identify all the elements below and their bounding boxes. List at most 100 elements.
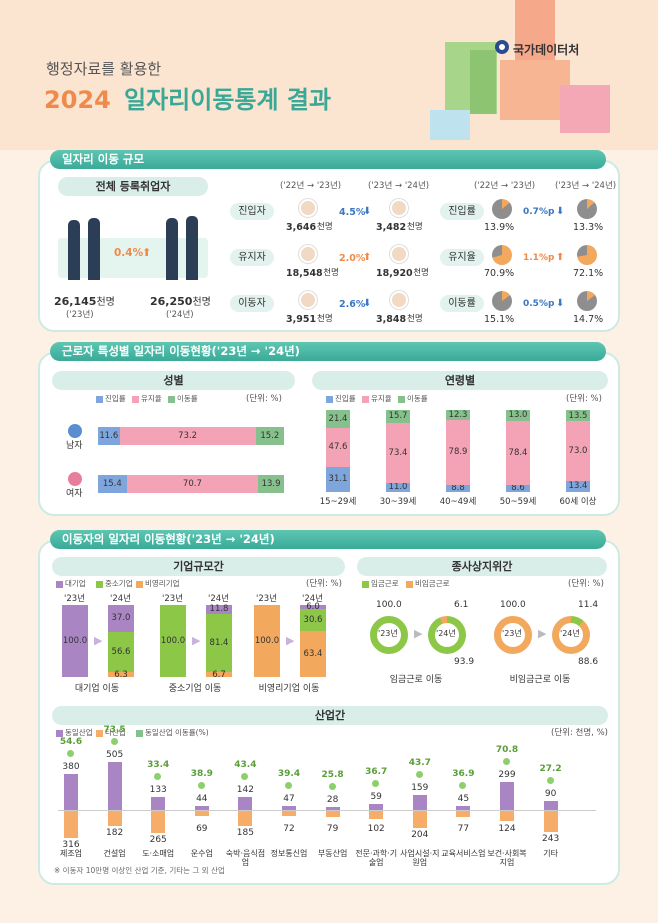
category-label: 40~49세	[439, 497, 477, 507]
rate-label: 이동률	[440, 295, 484, 312]
bar-same-industry	[282, 805, 296, 810]
legend-swatch	[96, 581, 103, 588]
period-header: ('23년 → '24년)	[368, 181, 430, 191]
legend-label: 이동률	[177, 394, 198, 403]
value-other: 69	[196, 824, 208, 834]
category-label: 임금근로 이동	[389, 675, 443, 685]
bar-segment: 11.0	[386, 482, 410, 492]
category-label: 전문·과학·기술업	[355, 849, 398, 868]
panel-title-gender: 성별	[52, 371, 295, 390]
unit: 천명	[413, 268, 429, 278]
legend-label: 타산업	[105, 728, 126, 737]
year-label: '24년	[560, 629, 580, 638]
bar-segment: 13.5	[566, 410, 590, 422]
bar-other-industry	[238, 810, 253, 827]
year-label: '23년	[162, 594, 183, 604]
bar-other-industry	[64, 810, 78, 838]
category-label: 건설업	[103, 849, 126, 858]
unit-label: (단위: %)	[246, 394, 282, 404]
legend-swatch	[56, 730, 63, 737]
rate-dot	[110, 738, 118, 745]
bar-segment: 70.7	[126, 475, 259, 493]
rate-curr: 72.1%	[573, 268, 604, 279]
donut-prev	[370, 616, 408, 654]
bar-same-industry	[64, 773, 78, 810]
section-title: 근로자 특성별 일자리 이동현황('23년 → '24년)	[50, 342, 606, 361]
category-label: 15~29세	[319, 497, 357, 507]
bar-segment: 13.4	[566, 481, 590, 492]
bar-segment: 6.0	[300, 602, 326, 612]
rate-value: 54.6	[59, 736, 83, 747]
bar-other-industry	[369, 810, 384, 820]
value-same: 90	[544, 789, 557, 800]
category-label: 기타	[543, 849, 558, 858]
rate-dot	[459, 781, 467, 789]
unit-label: (단위: %)	[568, 579, 604, 589]
value-prev: 18,548	[286, 268, 323, 279]
bar-segment: 30.6	[300, 609, 326, 632]
bar-segment: 13.0	[506, 410, 530, 421]
rate-value: 70.8	[495, 744, 519, 755]
legend-swatch	[326, 396, 333, 403]
unit-label: (단위: %)	[306, 579, 342, 589]
year-label: '24년	[436, 629, 456, 638]
value-other: 72	[283, 824, 295, 834]
down-arrow-icon: ⬇	[556, 206, 565, 217]
bar-base: 100.0	[62, 605, 88, 677]
donut-hole	[435, 623, 459, 647]
row-label: 이동자	[230, 295, 274, 312]
bar-same-industry	[107, 762, 122, 810]
bar-segment: 21.4	[326, 410, 350, 428]
rate-curr: 14.7%	[573, 314, 604, 325]
rate-value: 25.8	[321, 770, 344, 781]
bar-segment: 6.3	[108, 670, 134, 680]
bar-other-industry	[456, 810, 471, 817]
rate-pie-curr	[577, 245, 597, 265]
bar-same-industry	[412, 794, 427, 810]
flow-arrow-icon: ▶	[538, 627, 547, 640]
category-label: 여자	[66, 489, 83, 499]
rate-dot	[503, 757, 510, 765]
value-other: 265	[149, 835, 167, 846]
up-arrow-icon: ⬆	[363, 252, 372, 263]
bar-other-industry	[282, 810, 296, 817]
person-avatar-icon	[299, 199, 317, 217]
reg-unit: 천명	[96, 297, 115, 308]
bar-base: 100.0	[160, 605, 186, 677]
change-pct: 2.0%	[339, 253, 366, 264]
rate-pie-prev	[492, 199, 512, 219]
period-header: ('22년 → '23년)	[280, 181, 342, 191]
category-label: 60세 이상	[559, 497, 597, 507]
value-same: 380	[62, 761, 80, 772]
legend-swatch	[96, 730, 103, 737]
legend-swatch	[132, 396, 139, 403]
bar-segment: 56.6	[108, 631, 134, 673]
rate-curr: 13.3%	[573, 222, 604, 233]
legend-swatch	[362, 581, 369, 588]
section-title: 일자리 이동 규모	[50, 150, 606, 169]
unit: 천명	[323, 268, 339, 278]
deco-block	[500, 60, 570, 120]
value-other: 79	[326, 824, 339, 834]
rate-value: 36.7	[365, 767, 388, 778]
bar-same-industry	[151, 797, 166, 810]
bar-segment: 11.8	[206, 604, 232, 614]
bar-other-industry	[500, 810, 514, 821]
value-same: 159	[411, 782, 429, 793]
logo-text: 국가데이터처	[513, 43, 580, 57]
segment-value: 88.6	[578, 657, 599, 667]
rate-prev: 15.1%	[484, 314, 515, 325]
unit-label: (단위: 천명, %)	[551, 728, 608, 738]
bar-segment: 37.0	[108, 605, 134, 632]
rate-dot	[546, 777, 554, 785]
category-label: 대기업 이동	[74, 684, 120, 694]
person-icon	[186, 216, 198, 280]
legend-swatch	[56, 581, 63, 588]
bar-segment: 78.4	[506, 420, 530, 485]
section-title: 이동자의 일자리 이동현황('23년 → '24년)	[50, 530, 606, 549]
period-header: ('22년 → '23년)	[474, 181, 536, 191]
bar-same-industry	[325, 807, 340, 810]
flow-arrow-icon: ▶	[414, 627, 423, 640]
value-same: 505	[106, 750, 124, 760]
rate-pie-curr	[577, 291, 597, 311]
